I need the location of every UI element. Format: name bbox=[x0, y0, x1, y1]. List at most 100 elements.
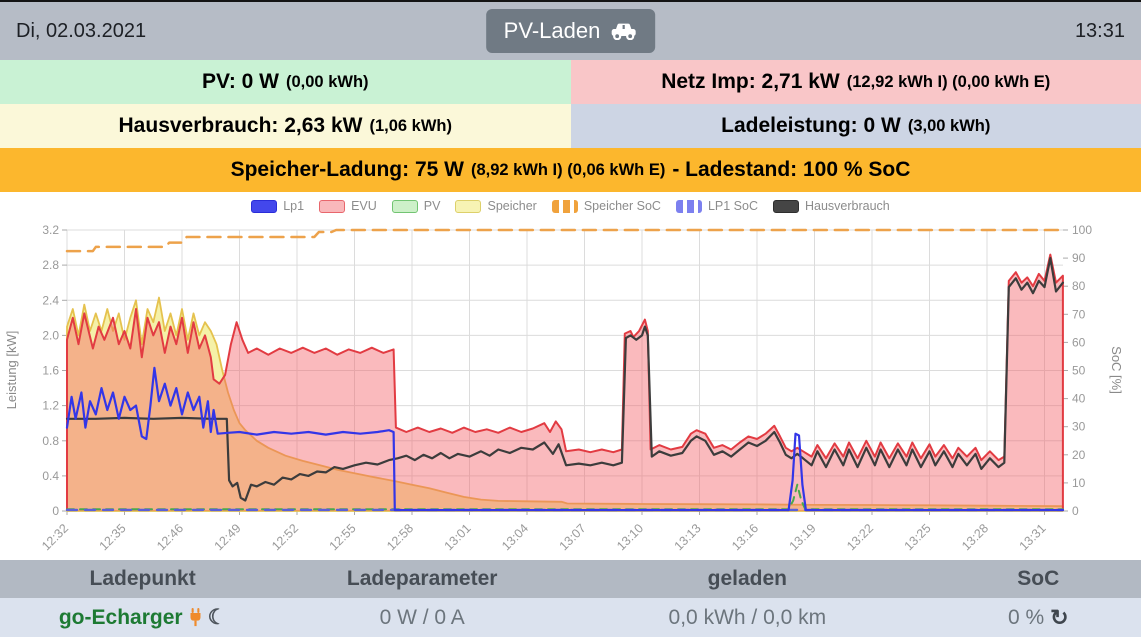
series-hausverbrauch bbox=[65, 257, 1064, 502]
charged-cell: 0,0 kWh / 0,0 km bbox=[668, 605, 827, 629]
svg-text:0.8: 0.8 bbox=[42, 434, 59, 448]
svg-text:2.0: 2.0 bbox=[42, 328, 59, 342]
top-border-line bbox=[0, 0, 1141, 2]
legend-label: LP1 SoC bbox=[707, 199, 758, 213]
grid-value: Netz Imp: 2,71 kW bbox=[661, 70, 840, 93]
chart-svg: 0 0.4 0.8 1.2 1.6 2.0 2.4 2.8 3.2 0 10 20 30 40 50 60 70… bbox=[4, 223, 1124, 553]
svg-text:12:46: 12:46 bbox=[154, 521, 186, 553]
svg-text:SoC [%]: SoC [%] bbox=[1109, 346, 1124, 394]
charge-energy: (3,00 kWh) bbox=[907, 116, 991, 135]
series-lp1 bbox=[65, 366, 1064, 512]
series-speicher-soc bbox=[65, 228, 1065, 253]
house-energy: (1,06 kWh) bbox=[369, 116, 452, 135]
car-icon bbox=[610, 22, 637, 40]
charge-mode-label: PV-Laden bbox=[503, 18, 601, 43]
col-header-geladen: geladen bbox=[707, 567, 788, 590]
charge-value: Ladeleistung: 0 W bbox=[721, 114, 901, 137]
legend-label: Lp1 bbox=[283, 199, 305, 213]
pv-energy: (0,00 kWh) bbox=[286, 72, 369, 91]
svg-text:12:35: 12:35 bbox=[97, 521, 129, 553]
legend-item-lp1-soc[interactable]: LP1 SoC bbox=[675, 199, 758, 213]
svg-text:13:10: 13:10 bbox=[614, 521, 646, 553]
house-consumption-status: Hausverbrauch: 2,63 kW (1,06 kWh) bbox=[0, 104, 571, 148]
pv-status: PV: 0 W (0,00 kWh) bbox=[0, 60, 571, 104]
status-row-3: Speicher-Ladung: 75 W (8,92 kWh I) (0,06… bbox=[0, 148, 1141, 192]
series-speicher bbox=[66, 296, 1064, 512]
current-time: 13:31 bbox=[1074, 19, 1125, 42]
svg-text:13:16: 13:16 bbox=[729, 521, 761, 553]
svg-text:60: 60 bbox=[1072, 335, 1086, 349]
svg-text:80: 80 bbox=[1072, 279, 1086, 293]
legend-item-pv[interactable]: PV bbox=[391, 199, 441, 213]
svg-text:40: 40 bbox=[1072, 392, 1086, 406]
svg-text:12:55: 12:55 bbox=[327, 521, 359, 553]
svg-text:2.8: 2.8 bbox=[42, 258, 59, 272]
battery-status: Speicher-Ladung: 75 W (8,92 kWh I) (0,06… bbox=[0, 148, 1141, 192]
battery-soc: - Ladestand: 100 % SoC bbox=[672, 158, 911, 181]
status-row-2: Hausverbrauch: 2,63 kW (1,06 kWh) Ladele… bbox=[0, 104, 1141, 148]
legend-swatch bbox=[675, 199, 702, 213]
legend-item-speicher[interactable]: Speicher bbox=[455, 199, 537, 213]
svg-text:13:13: 13:13 bbox=[672, 521, 704, 553]
svg-text:12:49: 12:49 bbox=[212, 521, 244, 553]
legend-item-lp1[interactable]: Lp1 bbox=[251, 199, 304, 213]
svg-text:13:01: 13:01 bbox=[442, 521, 474, 553]
battery-energy: (8,92 kWh I) (0,06 kWh E) bbox=[470, 160, 666, 179]
svg-text:100: 100 bbox=[1072, 223, 1092, 237]
chargepoint-row: go-Echarger ☾ 0 W / 0 A 0,0 kWh / 0,0 km… bbox=[0, 598, 1141, 637]
svg-text:13:25: 13:25 bbox=[902, 521, 934, 553]
chargepoint-name: go-Echarger bbox=[58, 605, 183, 629]
svg-text:20: 20 bbox=[1072, 448, 1086, 462]
top-bar: Di, 02.03.2021 PV-Laden 13:31 bbox=[0, 2, 1141, 60]
col-header-soc: SoC bbox=[1017, 567, 1060, 590]
col-header-ladeparameter: Ladeparameter bbox=[346, 567, 498, 590]
series-evu bbox=[66, 253, 1064, 511]
legend-swatch bbox=[251, 199, 278, 213]
svg-text:3.2: 3.2 bbox=[42, 223, 59, 237]
legend-swatch bbox=[772, 199, 799, 213]
legend-swatch bbox=[319, 199, 346, 213]
charge-power-status: Ladeleistung: 0 W (3,00 kWh) bbox=[570, 104, 1141, 148]
svg-text:13:22: 13:22 bbox=[844, 521, 876, 553]
soc-value: 0 % bbox=[1007, 605, 1045, 629]
soc-cell: 0 % ↻ bbox=[936, 606, 1141, 630]
svg-text:13:19: 13:19 bbox=[787, 521, 819, 553]
svg-text:1.6: 1.6 bbox=[42, 364, 59, 378]
legend-label: Hausverbrauch bbox=[804, 199, 890, 213]
plug-icon bbox=[189, 608, 202, 627]
svg-text:Leistung [kW]: Leistung [kW] bbox=[4, 331, 19, 410]
legend-swatch bbox=[391, 199, 418, 213]
battery-value: Speicher-Ladung: 75 W bbox=[230, 158, 464, 181]
svg-text:2.4: 2.4 bbox=[42, 293, 59, 307]
svg-text:90: 90 bbox=[1072, 251, 1086, 265]
grid-status: Netz Imp: 2,71 kW (12,92 kWh I) (0,00 kW… bbox=[570, 60, 1141, 104]
svg-text:30: 30 bbox=[1072, 420, 1086, 434]
legend-swatch bbox=[551, 199, 578, 213]
charge-mode-button[interactable]: PV-Laden bbox=[485, 9, 656, 53]
soc-refresh-icon[interactable]: ↻ bbox=[1050, 604, 1069, 630]
legend-item-speicher-soc[interactable]: Speicher SoC bbox=[551, 199, 661, 213]
status-row-1: PV: 0 W (0,00 kWh) Netz Imp: 2,71 kW (12… bbox=[0, 60, 1141, 104]
col-header-ladepunkt: Ladepunkt bbox=[89, 567, 196, 590]
legend-label: PV bbox=[423, 199, 441, 213]
legend-item-hausverbrauch[interactable]: Hausverbrauch bbox=[772, 199, 890, 213]
legend-label: EVU bbox=[351, 199, 377, 213]
night-charging-moon-icon[interactable]: ☾ bbox=[207, 606, 227, 629]
svg-text:70: 70 bbox=[1072, 307, 1086, 321]
power-chart: Lp1 EVU PV Speicher Speicher SoC LP1 SoC Hausv… bbox=[0, 192, 1141, 560]
legend-label: Speicher bbox=[487, 199, 537, 213]
legend-label: Speicher SoC bbox=[583, 199, 661, 213]
svg-text:10: 10 bbox=[1072, 476, 1086, 490]
chart-legend: Lp1 EVU PV Speicher Speicher SoC LP1 SoC Hausv… bbox=[0, 199, 1141, 213]
svg-text:50: 50 bbox=[1072, 364, 1086, 378]
legend-item-evu[interactable]: EVU bbox=[319, 199, 377, 213]
svg-text:13:07: 13:07 bbox=[557, 521, 589, 553]
svg-text:12:52: 12:52 bbox=[269, 521, 301, 553]
svg-text:12:58: 12:58 bbox=[384, 521, 416, 553]
house-value: Hausverbrauch: 2,63 kW bbox=[118, 114, 363, 137]
svg-text:0: 0 bbox=[52, 504, 59, 518]
chargepoint-name-cell: go-Echarger ☾ bbox=[0, 606, 285, 630]
svg-text:1.2: 1.2 bbox=[42, 399, 59, 413]
grid-energy: (12,92 kWh I) (0,00 kWh E) bbox=[846, 72, 1051, 91]
svg-text:0.4: 0.4 bbox=[42, 469, 59, 483]
